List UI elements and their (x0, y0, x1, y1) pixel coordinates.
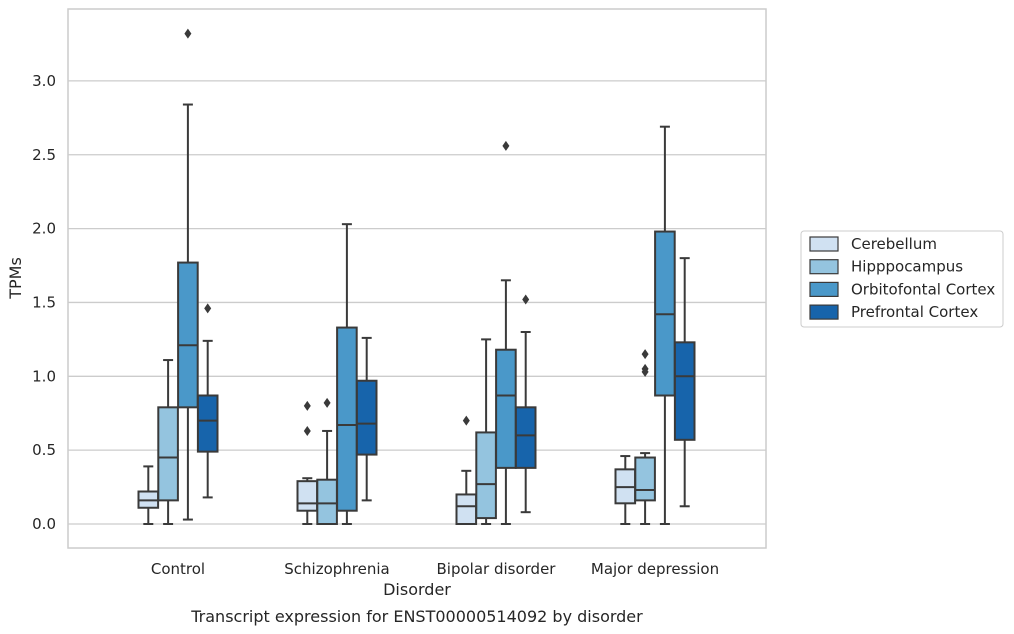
outlier-point (522, 294, 530, 305)
outlier-point (641, 349, 649, 360)
box-iqr (355, 379, 378, 456)
outlier-point (184, 28, 192, 39)
box-group (614, 125, 696, 525)
y-tick-label: 2.5 (32, 146, 56, 164)
box-iqr (455, 493, 478, 525)
outlier-point (641, 363, 649, 374)
plot-frame (67, 8, 767, 549)
grid-lines (68, 80, 766, 525)
y-tick-label: 0.5 (32, 441, 56, 459)
box-iqr (634, 456, 656, 502)
y-tick-label: 3.0 (32, 72, 56, 90)
legend-frame (800, 230, 1004, 328)
box-iqr (196, 394, 219, 453)
outlier-point (303, 425, 311, 436)
x-tick-label: Schizophrenia (284, 560, 389, 578)
y-tick-label: 2.0 (32, 220, 56, 238)
outlier-point (303, 400, 311, 411)
legend-label: Orbitofontal Cortex (851, 280, 995, 298)
box-iqr (475, 431, 497, 520)
box-group (137, 28, 219, 525)
box-iqr (336, 326, 358, 512)
outlier-point (462, 415, 470, 426)
x-tick-label: Bipolar disorder (437, 560, 557, 578)
box-iqr (495, 348, 517, 469)
y-axis-title: TPMs (6, 257, 25, 300)
y-tick-labels: 0.0 0.5 1.0 1.5 2.0 2.5 3.0 (32, 72, 56, 533)
box-group (455, 140, 537, 525)
legend-label: Hipppocampus (851, 258, 963, 276)
outlier-point (502, 140, 510, 151)
box-iqr (296, 480, 319, 512)
x-tick-labels: Control Schizophrenia Bipolar disorder Majo… (151, 560, 719, 578)
x-axis-title: Disorder (383, 580, 451, 599)
x-tick-label: Control (151, 560, 205, 578)
legend-swatch (809, 304, 839, 320)
box-iqr (177, 261, 199, 409)
y-tick-label: 1.0 (32, 367, 56, 385)
box-groups (137, 28, 696, 526)
box-iqr (316, 478, 338, 526)
legend-swatch (809, 259, 839, 275)
chart-caption: Transcript expression for ENST0000051409… (190, 607, 643, 626)
box-iqr (673, 341, 696, 441)
y-tick-label: 1.5 (32, 293, 56, 311)
legend-swatch (809, 281, 839, 297)
y-tick-label: 0.0 (32, 515, 56, 533)
legend-label: Prefrontal Cortex (851, 303, 978, 321)
legend-label: Cerebellum (851, 235, 937, 253)
legend-swatch (809, 236, 839, 252)
box-group (296, 223, 378, 526)
legend: Cerebellum Hipppocampus Orbitofontal Corte… (800, 230, 1004, 328)
outlier-point (323, 397, 331, 408)
x-tick-label: Major depression (591, 560, 719, 578)
box-iqr (157, 406, 179, 502)
outlier-point (204, 303, 212, 314)
box-iqr (514, 406, 537, 469)
